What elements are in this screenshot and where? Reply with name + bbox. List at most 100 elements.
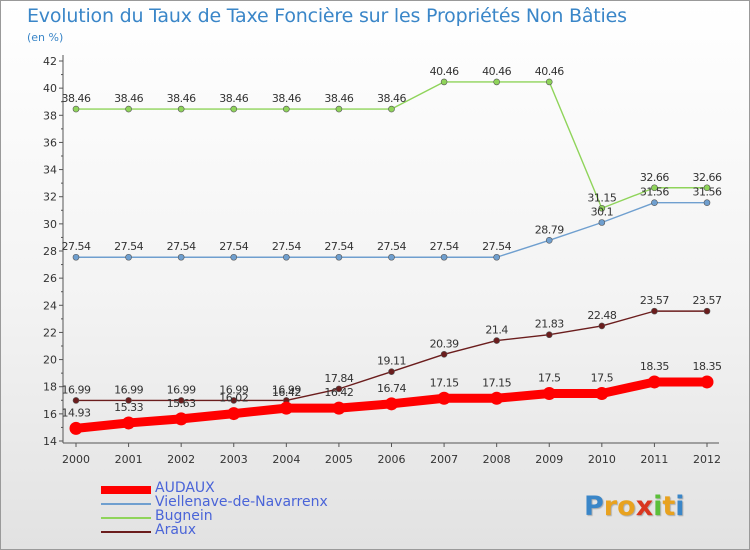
data-label: 32.66 (693, 171, 722, 184)
data-point (335, 253, 343, 261)
data-point (545, 236, 553, 244)
data-label: 27.54 (324, 240, 353, 253)
data-point (122, 416, 136, 430)
logo-letter: o (617, 491, 636, 522)
data-point (700, 375, 714, 389)
data-label: 16.99 (114, 383, 143, 396)
data-point (283, 253, 290, 261)
data-point (545, 78, 553, 86)
data-point (335, 385, 343, 393)
data-point (125, 253, 132, 261)
data-point (388, 105, 395, 113)
data-point (440, 350, 448, 358)
data-label: 16.42 (324, 386, 353, 399)
x-tick-label: 2004 (272, 453, 300, 466)
x-tick-label: 2003 (220, 453, 248, 466)
chart-subtitle: (en %) (27, 31, 64, 44)
data-point (651, 184, 658, 192)
data-label: 17.15 (430, 376, 459, 389)
data-label: 18.35 (693, 360, 722, 373)
data-point (440, 253, 448, 261)
data-label: 38.46 (272, 92, 301, 105)
data-label: 17.15 (482, 376, 511, 389)
data-label: 17.5 (538, 372, 561, 385)
data-label: 27.54 (167, 240, 196, 253)
data-label: 19.11 (377, 355, 406, 368)
data-point (542, 387, 556, 400)
data-label: 38.46 (62, 92, 91, 105)
data-point (595, 387, 609, 400)
logo-letter: t (662, 491, 676, 522)
data-point (440, 78, 448, 86)
data-point (493, 78, 500, 86)
data-label: 38.46 (377, 92, 406, 105)
data-point (177, 397, 185, 404)
data-label: 16.74 (377, 382, 406, 395)
data-label: 27.54 (114, 240, 143, 253)
y-tick-label: 40 (43, 82, 57, 95)
data-point (279, 401, 293, 415)
logo-letter: i (675, 491, 685, 522)
chart-title: Evolution du Taux de Taxe Foncière sur l… (27, 5, 627, 27)
legend-label: Araux (155, 522, 197, 538)
data-label: 40.46 (535, 65, 564, 78)
data-label: 31.15 (587, 191, 616, 204)
legend-swatch (101, 531, 151, 533)
data-label: 27.54 (62, 240, 91, 253)
data-label: 23.57 (640, 294, 669, 307)
data-label: 28.79 (535, 223, 564, 236)
data-label: 38.46 (167, 92, 196, 105)
data-label: 23.57 (693, 294, 722, 307)
data-label: 40.46 (482, 65, 511, 78)
data-label: 16.99 (272, 383, 301, 396)
data-point (437, 391, 451, 405)
data-label: 16.99 (219, 383, 248, 396)
data-label: 17.84 (324, 372, 353, 385)
data-point (388, 368, 395, 375)
y-tick-label: 34 (43, 164, 57, 177)
y-tick-label: 16 (43, 408, 57, 421)
y-tick-label: 42 (43, 55, 57, 68)
x-tick-label: 2002 (167, 453, 195, 466)
y-tick-label: 24 (43, 299, 57, 312)
x-tick-label: 2012 (693, 453, 721, 466)
data-point (177, 253, 185, 261)
data-point (703, 199, 711, 206)
data-point (72, 253, 80, 261)
data-point (174, 412, 188, 426)
logo-letter: i (653, 491, 663, 522)
data-point (72, 105, 80, 113)
data-point (335, 105, 343, 113)
data-point (493, 337, 500, 344)
data-label: 38.46 (324, 92, 353, 105)
y-tick-label: 20 (43, 354, 57, 367)
data-point (230, 397, 238, 404)
data-label: 17.5 (591, 372, 614, 385)
data-label: 30.1 (591, 206, 614, 219)
data-label: 21.83 (535, 318, 564, 331)
data-point (283, 105, 290, 113)
data-point (177, 105, 185, 113)
x-tick-label: 2011 (640, 453, 668, 466)
data-point (69, 421, 83, 435)
data-label: 21.4 (485, 324, 508, 337)
data-point (230, 253, 238, 261)
data-label: 27.54 (482, 240, 511, 253)
legend-label: Bugnein (155, 508, 213, 524)
data-point (125, 105, 132, 113)
legend-swatch (101, 486, 151, 494)
x-tick-label: 2009 (535, 453, 563, 466)
data-label: 40.46 (430, 65, 459, 78)
y-tick-label: 28 (43, 245, 57, 258)
data-label: 27.54 (272, 240, 301, 253)
logo-letter: P (584, 491, 604, 522)
data-point (598, 322, 606, 330)
legend-swatch (101, 517, 151, 519)
data-label: 27.54 (219, 240, 248, 253)
data-point (703, 184, 711, 192)
x-tick-label: 2001 (115, 453, 143, 466)
x-tick-label: 2005 (325, 453, 353, 466)
legend-label: AUDAUX (155, 480, 215, 496)
x-tick-label: 2007 (430, 453, 458, 466)
